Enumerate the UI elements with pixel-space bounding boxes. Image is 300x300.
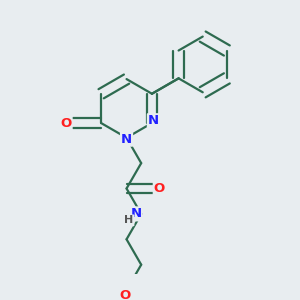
Text: O: O [60,117,72,130]
Text: N: N [121,133,132,146]
Text: O: O [119,289,131,300]
Text: H: H [124,215,134,225]
Text: O: O [154,182,165,195]
Text: N: N [130,207,142,220]
Text: N: N [148,114,159,127]
